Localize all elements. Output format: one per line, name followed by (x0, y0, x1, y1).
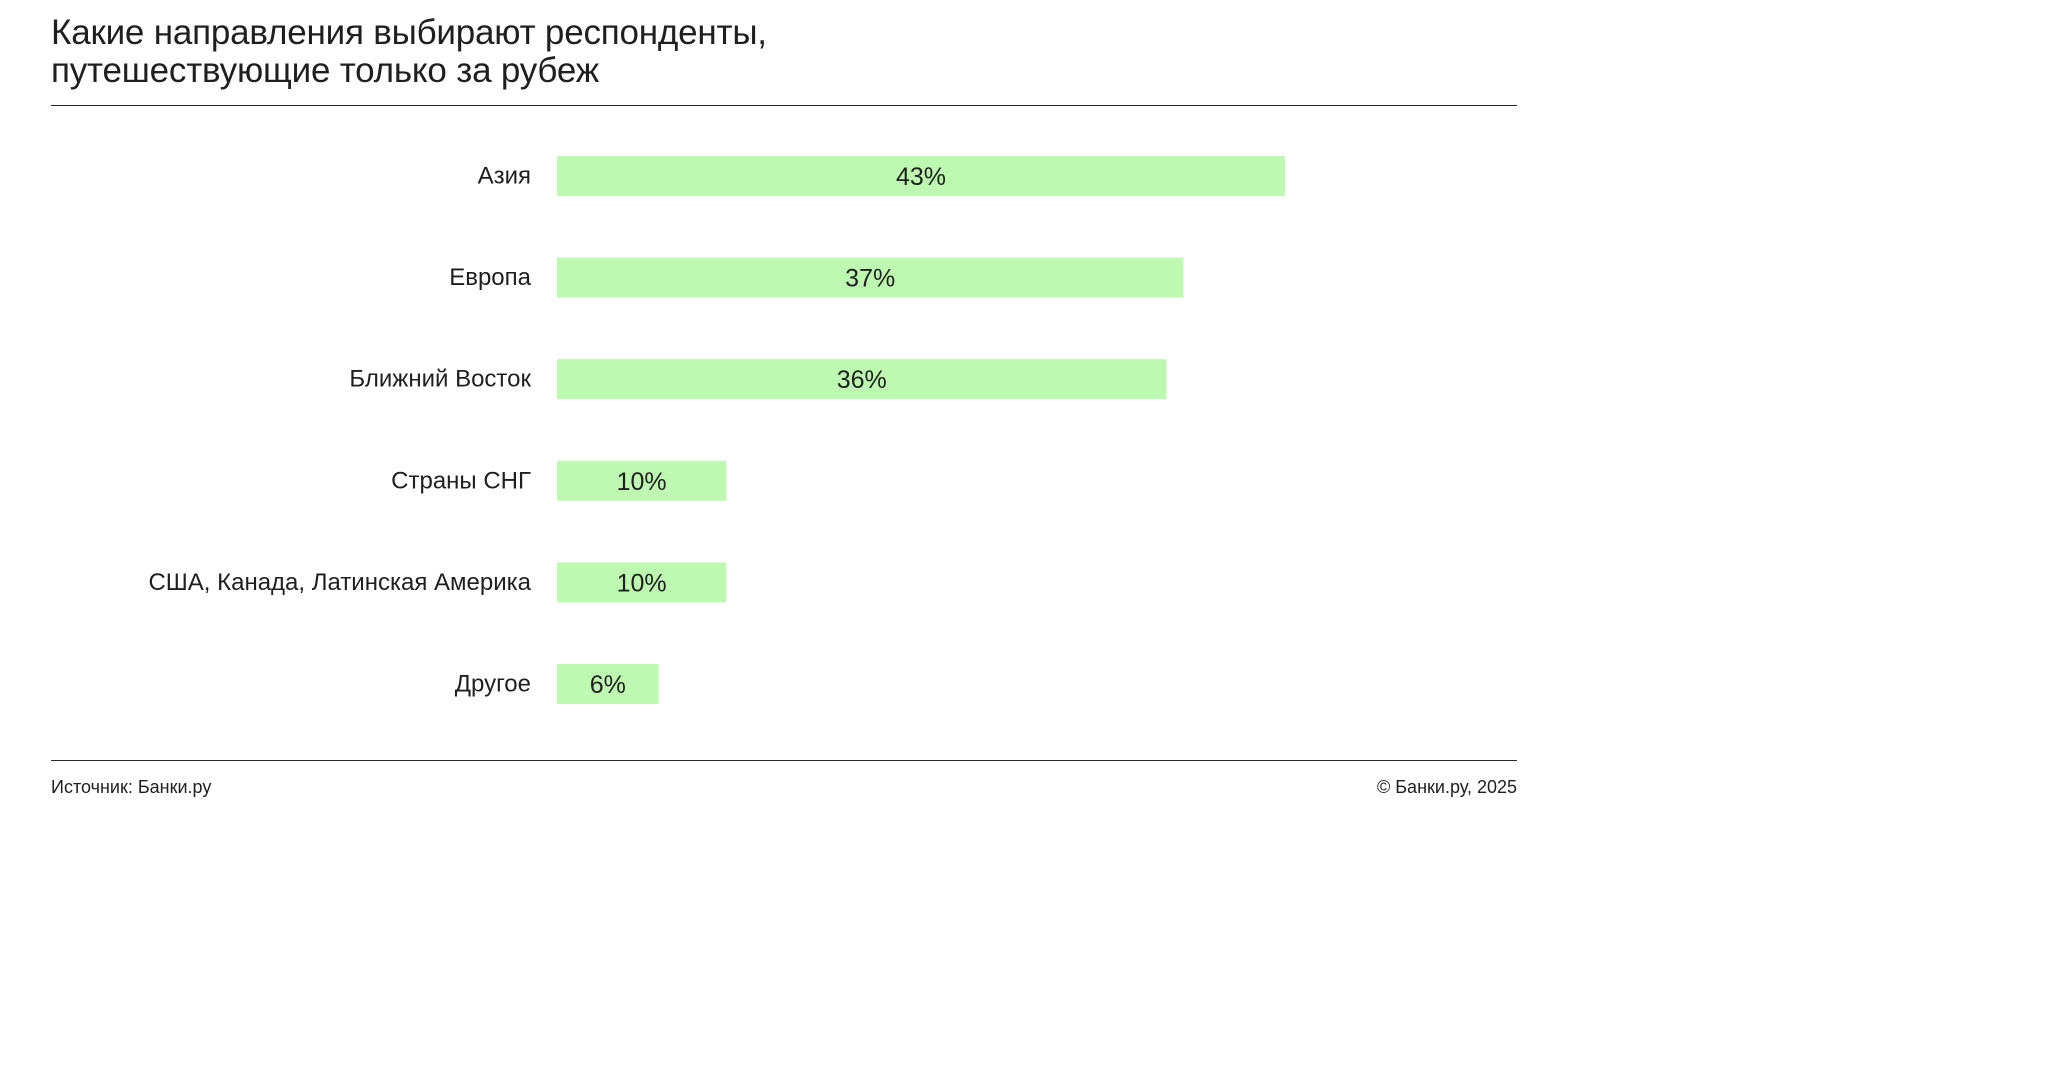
bar (557, 562, 727, 603)
category-label: Ближний Восток (349, 366, 531, 393)
category-label: Страны СНГ (391, 467, 531, 494)
bar-chart: Азия 43% Европа 37% Ближний Восток 36% Страны … (148, 156, 1285, 704)
category-label: Европа (449, 264, 531, 291)
bar-row: Азия 43% (478, 156, 1285, 196)
category-label: Другое (455, 671, 531, 698)
value-label: 43% (896, 163, 946, 191)
chart-title: Какие направления выбирают респонденты, … (51, 14, 1151, 90)
bar-row: США, Канада, Латинская Америка 10% (148, 562, 727, 603)
category-label: США, Канада, Латинская Америка (148, 569, 531, 596)
bar (557, 664, 659, 704)
bar (557, 460, 727, 501)
bar (557, 156, 1285, 196)
value-label: 10% (617, 569, 667, 597)
value-label: 10% (617, 468, 667, 496)
value-label: 37% (845, 265, 895, 293)
source-note: Источник: Банки.ру (51, 777, 212, 797)
category-label: Азия (478, 163, 531, 190)
chart-title-line-1: Какие направления выбирают респонденты, (51, 13, 767, 52)
bottom-divider (51, 760, 1517, 761)
value-label: 36% (837, 366, 887, 394)
bar-row: Ближний Восток 36% (349, 359, 1167, 400)
bar (557, 359, 1167, 400)
value-label: 6% (590, 671, 626, 699)
bar (557, 257, 1184, 298)
copyright-note: © Банки.ру, 2025 (1376, 777, 1517, 797)
chart-title-line-2: путешествующие только за рубеж (51, 51, 599, 90)
top-divider (51, 105, 1517, 106)
bar-row: Европа 37% (449, 257, 1184, 298)
bar-row: Другое 6% (455, 664, 659, 704)
bar-row: Страны СНГ 10% (391, 460, 727, 501)
